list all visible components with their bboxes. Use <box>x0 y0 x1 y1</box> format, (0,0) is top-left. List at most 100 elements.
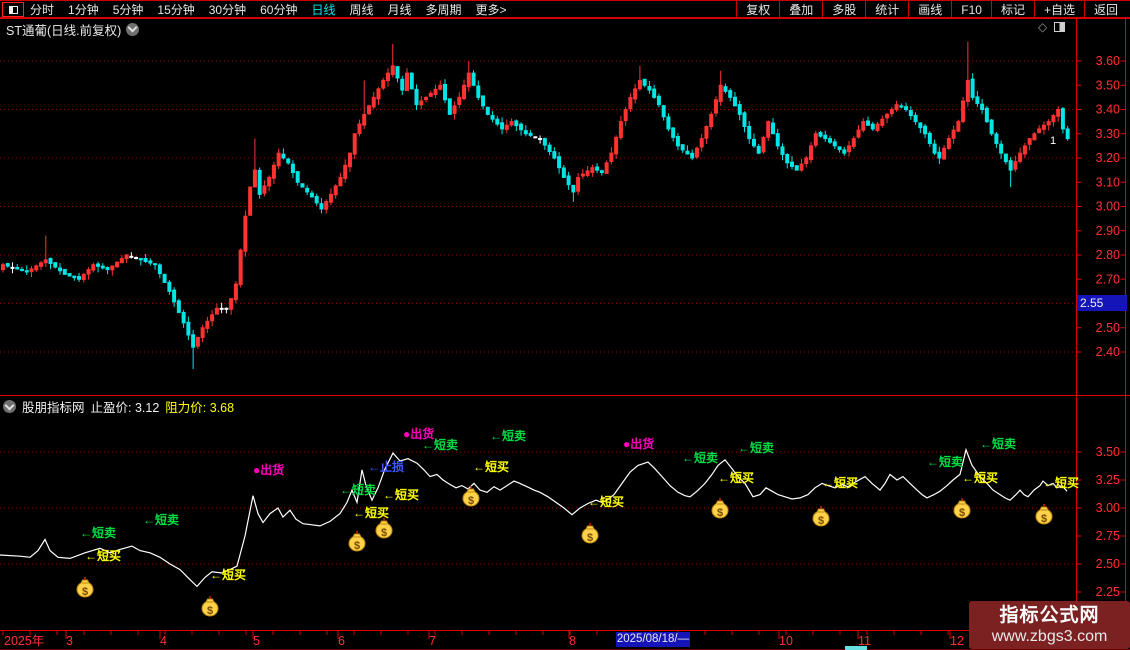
svg-text:3: 3 <box>66 634 73 648</box>
menu-item-draw-line[interactable]: 画线 <box>908 1 951 18</box>
menu-item-5min[interactable]: 5分钟 <box>112 3 144 17</box>
svg-text:●出货: ●出货 <box>623 436 654 451</box>
svg-text:3.00: 3.00 <box>1096 501 1120 515</box>
top-menu-bar: 分时 1分钟 5分钟 15分钟 30分钟 60分钟 日线 周线 月线 多周期 更多> 复权 叠加 多股统… <box>0 0 1130 18</box>
split-window-icon[interactable] <box>1054 22 1066 32</box>
svg-text:←短卖: ←短卖 <box>80 525 116 540</box>
moneybag-icon: $ <box>711 498 729 519</box>
svg-text:3.20: 3.20 <box>1096 151 1120 165</box>
svg-text:←短卖: ←短卖 <box>927 454 963 469</box>
date-axis: 2025年 3 4 5 6 7 8 10 11 12 <box>2 631 1057 648</box>
frame-lines <box>0 18 1130 650</box>
selected-date-box: 2025/08/18/— <box>616 632 690 647</box>
svg-text:●出货: ●出货 <box>403 426 434 441</box>
svg-text:←短买: ←短买 <box>353 505 389 520</box>
signal-labels: ←短卖←短卖←短卖←短卖←短卖←短卖←短卖←短卖←短卖←短买←短买←短买←短买←… <box>80 426 1079 582</box>
moneybag-icon: $ <box>1035 504 1053 525</box>
menu-item-30min[interactable]: 30分钟 <box>208 3 247 17</box>
menu-item-mark[interactable]: 标记 <box>990 1 1034 18</box>
indicator-header: 股朋指标网 止盈价: 3.12 阻力价: 3.68 <box>3 399 235 415</box>
moneybag-icon: $ <box>581 523 599 544</box>
svg-text:$: $ <box>468 495 474 507</box>
candlesticks: 1 <box>1 41 1070 369</box>
menu-item-add-watchlist[interactable]: +自选 <box>1033 1 1084 18</box>
menu-item-daily[interactable]: 日线 <box>311 3 336 17</box>
svg-text:$: $ <box>818 515 824 527</box>
menu-item-overlay[interactable]: 叠加 <box>779 1 822 18</box>
menu-item-multi-period[interactable]: 多周期 <box>425 3 462 17</box>
svg-text:←短买: ←短买 <box>1043 475 1079 490</box>
indicator-line <box>0 447 1068 588</box>
svg-text:●出货: ●出货 <box>253 462 284 477</box>
moneybag-icon: $ <box>812 506 830 527</box>
svg-text:$: $ <box>587 532 593 544</box>
svg-text:2.50: 2.50 <box>1096 321 1120 335</box>
menu-item-f10[interactable]: F10 <box>951 1 991 18</box>
svg-text:12: 12 <box>950 634 964 648</box>
svg-text:$: $ <box>381 527 387 539</box>
svg-text:←短卖: ←短卖 <box>422 437 458 452</box>
indicator-gridlines <box>0 451 1077 565</box>
svg-text:←短买: ←短买 <box>85 548 121 563</box>
moneybag-icon: $ <box>953 498 971 519</box>
svg-text:←止损: ←止损 <box>368 459 404 474</box>
moneybag-icon: $ <box>375 518 393 539</box>
watermark-url: www.zbgs3.com <box>991 627 1108 645</box>
svg-text:3.30: 3.30 <box>1096 127 1120 141</box>
menu-item-fuquan[interactable]: 复权 <box>736 1 779 18</box>
chevron-down-icon[interactable] <box>3 400 16 413</box>
svg-text:3.60: 3.60 <box>1096 54 1120 68</box>
main-price-axis: 3.60 3.50 3.40 3.30 3.20 3.10 3.00 2.90 2.80 2.70… <box>1076 54 1126 359</box>
moneybag-icon: $ <box>76 577 94 598</box>
svg-text:←短买: ←短买 <box>383 487 419 502</box>
svg-text:←短买: ←短买 <box>718 470 754 485</box>
menu-item-1min[interactable]: 1分钟 <box>68 3 99 17</box>
chevron-down-icon[interactable] <box>126 22 140 36</box>
svg-text:←短买: ←短买 <box>210 567 246 582</box>
menu-item-more[interactable]: 更多> <box>475 3 507 17</box>
menu-item-monthly[interactable]: 月线 <box>387 3 412 17</box>
svg-text:8: 8 <box>569 634 576 648</box>
svg-text:4: 4 <box>160 634 167 648</box>
window-layout-icon[interactable] <box>2 2 24 17</box>
menu-item-15min[interactable]: 15分钟 <box>157 3 195 17</box>
svg-text:2.70: 2.70 <box>1096 272 1120 286</box>
svg-text:$: $ <box>354 540 360 552</box>
svg-text:$: $ <box>207 605 213 617</box>
indicator-price-axis: 3.50 3.25 3.00 2.75 2.50 2.25 <box>1076 445 1126 599</box>
indicator-name: 股朋指标网 <box>22 401 85 415</box>
svg-text:5: 5 <box>253 634 260 648</box>
chart-title-row: ST通葡(日线.前复权) <box>6 21 140 38</box>
svg-text:2.50: 2.50 <box>1096 557 1120 571</box>
moneybag-icon: $ <box>348 531 366 552</box>
diamond-icon[interactable]: ◇ <box>1038 20 1048 34</box>
symbol-title: ST通葡(日线.前复权) <box>6 23 122 38</box>
svg-text:$: $ <box>959 507 965 519</box>
resistance-price: 阻力价: 3.68 <box>165 401 235 415</box>
watermark-badge: 指标公式网 www.zbgs3.com <box>969 601 1130 649</box>
svg-text:$: $ <box>717 507 723 519</box>
menu-item-weekly[interactable]: 周线 <box>349 3 374 17</box>
svg-text:3.10: 3.10 <box>1096 175 1120 189</box>
svg-text:←短买: ←短买 <box>822 475 858 490</box>
menu-item-back[interactable]: 返回 <box>1083 1 1127 18</box>
menu-item-fenshi[interactable]: 分时 <box>30 3 55 17</box>
svg-text:6: 6 <box>338 634 345 648</box>
svg-text:3.50: 3.50 <box>1096 445 1120 459</box>
watermark-title: 指标公式网 <box>999 604 1100 626</box>
stop-profit-price: 止盈价: 3.12 <box>90 401 160 415</box>
svg-text:2.75: 2.75 <box>1096 529 1120 543</box>
svg-text:7: 7 <box>429 634 436 648</box>
corner-icons: ◇ <box>1038 20 1066 34</box>
svg-text:3.40: 3.40 <box>1096 103 1120 117</box>
svg-text:←短卖: ←短卖 <box>143 512 179 527</box>
svg-text:←短买: ←短买 <box>588 494 624 509</box>
menu-item-60min[interactable]: 60分钟 <box>260 3 298 17</box>
bottom-edge-artifact <box>845 646 867 650</box>
menu-item-multi-stock[interactable]: 多股 <box>822 1 865 18</box>
menu-item-stats[interactable]: 统计 <box>865 1 908 18</box>
moneybag-icons: $ $ $ $ $ $ $ $ $ $ <box>76 486 1053 617</box>
svg-text:2.80: 2.80 <box>1096 248 1120 262</box>
